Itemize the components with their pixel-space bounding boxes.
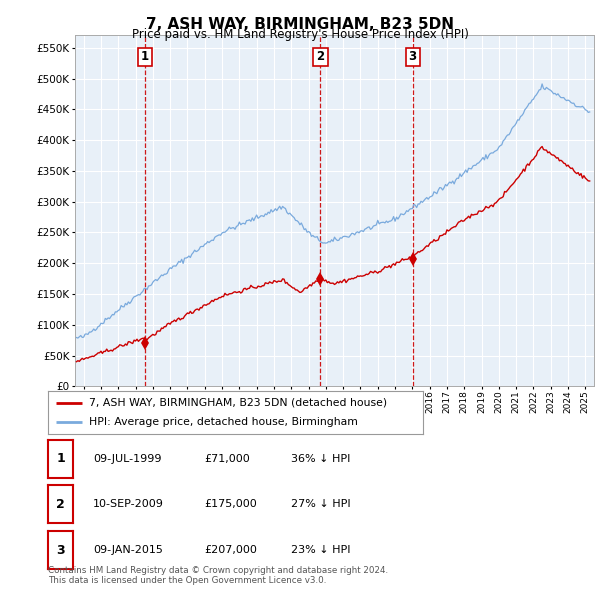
Text: Price paid vs. HM Land Registry's House Price Index (HPI): Price paid vs. HM Land Registry's House … <box>131 28 469 41</box>
Text: £71,000: £71,000 <box>204 454 250 464</box>
Text: HPI: Average price, detached house, Birmingham: HPI: Average price, detached house, Birm… <box>89 417 358 427</box>
Text: 1: 1 <box>56 452 65 466</box>
Text: 3: 3 <box>409 51 417 64</box>
Text: 3: 3 <box>56 543 65 557</box>
Text: 10-SEP-2009: 10-SEP-2009 <box>93 499 164 509</box>
Text: 1: 1 <box>140 51 149 64</box>
Text: Contains HM Land Registry data © Crown copyright and database right 2024.
This d: Contains HM Land Registry data © Crown c… <box>48 566 388 585</box>
Text: 2: 2 <box>316 51 325 64</box>
Text: 09-JUL-1999: 09-JUL-1999 <box>93 454 161 464</box>
Text: 2: 2 <box>56 497 65 511</box>
Text: 7, ASH WAY, BIRMINGHAM, B23 5DN: 7, ASH WAY, BIRMINGHAM, B23 5DN <box>146 17 454 31</box>
Text: £207,000: £207,000 <box>204 545 257 555</box>
Text: £175,000: £175,000 <box>204 499 257 509</box>
Text: 23% ↓ HPI: 23% ↓ HPI <box>291 545 350 555</box>
Text: 36% ↓ HPI: 36% ↓ HPI <box>291 454 350 464</box>
Text: 09-JAN-2015: 09-JAN-2015 <box>93 545 163 555</box>
Text: 27% ↓ HPI: 27% ↓ HPI <box>291 499 350 509</box>
Text: 7, ASH WAY, BIRMINGHAM, B23 5DN (detached house): 7, ASH WAY, BIRMINGHAM, B23 5DN (detache… <box>89 398 388 408</box>
